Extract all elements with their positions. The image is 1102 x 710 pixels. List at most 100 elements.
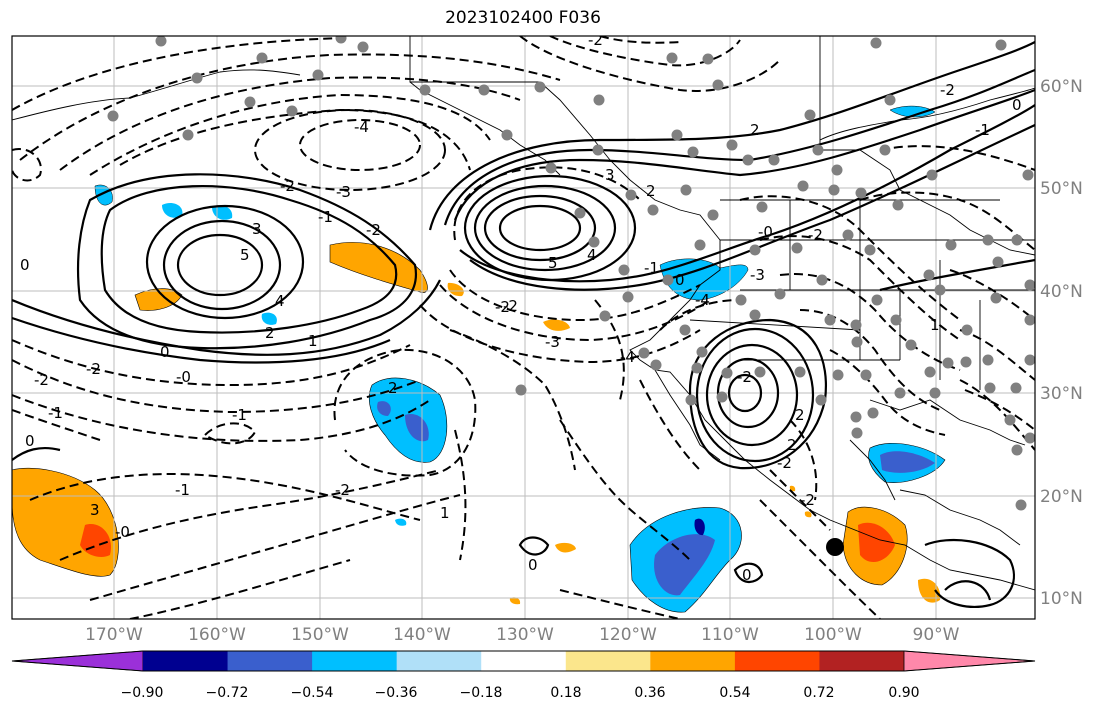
- contour-label: -4: [620, 348, 635, 366]
- colorbar-tick-label: 0.18: [550, 685, 581, 701]
- lat-label: 20°N: [1040, 487, 1083, 507]
- colorbar-segment: [650, 651, 736, 671]
- lon-label: 100°W: [804, 625, 862, 645]
- lon-label: 140°W: [393, 625, 451, 645]
- contour-label: -2: [34, 371, 49, 389]
- colorbar-segment: [227, 651, 313, 671]
- contour-label: -1: [975, 121, 990, 139]
- colorbar-frame: [11, 650, 1036, 672]
- lon-label: 160°W: [188, 625, 246, 645]
- lat-label: 30°N: [1040, 384, 1083, 404]
- plot-frame: [11, 35, 1036, 620]
- contour-label: -2: [335, 481, 350, 499]
- colorbar-extend-high: [903, 650, 1036, 672]
- contour-label: -2: [800, 491, 815, 509]
- lon-label: 170°W: [85, 625, 143, 645]
- contour-label: 3: [90, 501, 100, 519]
- contour-label: -2: [503, 297, 518, 315]
- contour-label: -4: [695, 291, 710, 309]
- colorbar-segment: [734, 651, 820, 671]
- lon-label: 110°W: [701, 625, 759, 645]
- colorbar-tick-label: 0.36: [634, 685, 665, 701]
- contour-label: -2: [366, 221, 381, 239]
- contour-label: -2: [588, 31, 603, 49]
- contour-label: -1: [175, 481, 190, 499]
- contour-label: 0: [160, 343, 170, 361]
- colorbar-segment: [396, 651, 482, 671]
- contour-label: -3: [336, 183, 351, 201]
- contour-label: 0: [20, 256, 30, 274]
- contour-label: -3: [545, 333, 560, 351]
- dashed-contours: [12, 36, 1035, 619]
- colorbar-labels: −0.90 −0.72 −0.54 −0.36 −0.18 0.18 0.36 …: [121, 685, 920, 701]
- contour-label: 4: [275, 292, 285, 310]
- station-dots: [107, 36, 1035, 511]
- contour-label: -2: [737, 368, 752, 386]
- forecast-map: 0 -4 -3 -2 -2 -1 3 5 4 2 1 0 -0 -1 -2 -2…: [11, 31, 1083, 645]
- contour-label: 3: [605, 166, 615, 184]
- colorbar-extend-low: [11, 650, 144, 672]
- colorbar-tick-label: −0.72: [206, 685, 249, 701]
- contour-label: -1: [232, 406, 247, 424]
- lat-label: 10°N: [1040, 589, 1083, 609]
- contour-label: -4: [354, 118, 369, 136]
- contour-label: 0: [742, 566, 752, 584]
- contour-label: -2: [777, 454, 792, 472]
- contour-label: 1: [930, 316, 940, 334]
- colorbar-tick-label: −0.90: [121, 685, 164, 701]
- contour-label: -2: [86, 360, 101, 378]
- lat-label: 50°N: [1040, 179, 1083, 199]
- colorbar-segment: [481, 651, 567, 671]
- lat-label: 60°N: [1040, 77, 1083, 97]
- lat-axis: 60°N 50°N 40°N 30°N 20°N 10°N: [1040, 77, 1083, 609]
- contour-label: -0: [115, 523, 130, 541]
- contour-label: 2: [646, 182, 656, 200]
- lon-label: 90°W: [913, 625, 960, 645]
- contour-label: 2: [795, 406, 805, 424]
- contour-label: -1: [644, 259, 659, 277]
- contour-label: 1: [440, 504, 450, 522]
- lat-label: 40°N: [1040, 282, 1083, 302]
- contour-label: 0: [528, 556, 538, 574]
- station-marker: [826, 538, 844, 556]
- contour-label: 0: [25, 432, 35, 450]
- colorbar-tick-label: 0.90: [888, 685, 919, 701]
- contour-label: -2: [808, 226, 823, 244]
- contour-label: 2: [265, 324, 275, 342]
- contour-label: -2: [940, 81, 955, 99]
- shaded-fields: [12, 105, 946, 613]
- colorbar-segment: [143, 651, 229, 671]
- contour-label: -1: [318, 208, 333, 226]
- contour-label: -2: [495, 298, 510, 316]
- lon-label: 150°W: [291, 625, 349, 645]
- lon-axis: 170°W 160°W 150°W 140°W 130°W 120°W 110°…: [85, 625, 960, 645]
- lon-label: 130°W: [496, 625, 554, 645]
- contour-label: 5: [240, 246, 250, 264]
- contour-label: 2: [388, 379, 398, 397]
- colorbar-tick-label: 0.72: [803, 685, 834, 701]
- contour-label: 0: [1012, 96, 1022, 114]
- contour-label: 3: [252, 220, 262, 238]
- contour-label: 1: [308, 332, 318, 350]
- lon-label: 120°W: [599, 625, 657, 645]
- contour-labels: 0 -4 -3 -2 -2 -1 3 5 4 2 1 0 -0 -1 -2 -2…: [20, 31, 1022, 584]
- contour-label: 2: [787, 436, 797, 454]
- colorbar-segment: [565, 651, 651, 671]
- contour-label: 5: [548, 254, 558, 272]
- contour-label: -2: [280, 177, 295, 195]
- contour-label: 4: [587, 246, 597, 264]
- colorbar-tick-label: −0.18: [460, 685, 503, 701]
- contour-label: -0: [176, 368, 191, 386]
- colorbar-segment: [819, 651, 905, 671]
- colorbar-tick-label: 0.54: [719, 685, 750, 701]
- contour-label: -3: [750, 266, 765, 284]
- colorbar-segment: [312, 651, 398, 671]
- contour-label: 0: [675, 271, 685, 289]
- colorbar-segments: [11, 650, 1036, 672]
- colorbar-tick-label: −0.54: [291, 685, 334, 701]
- map-title: 2023102400 F036: [445, 8, 601, 28]
- colorbar-tick-label: −0.36: [375, 685, 418, 701]
- contour-label: -0: [758, 223, 773, 241]
- contour-label: -1: [48, 404, 63, 422]
- contour-label: 2: [750, 121, 760, 139]
